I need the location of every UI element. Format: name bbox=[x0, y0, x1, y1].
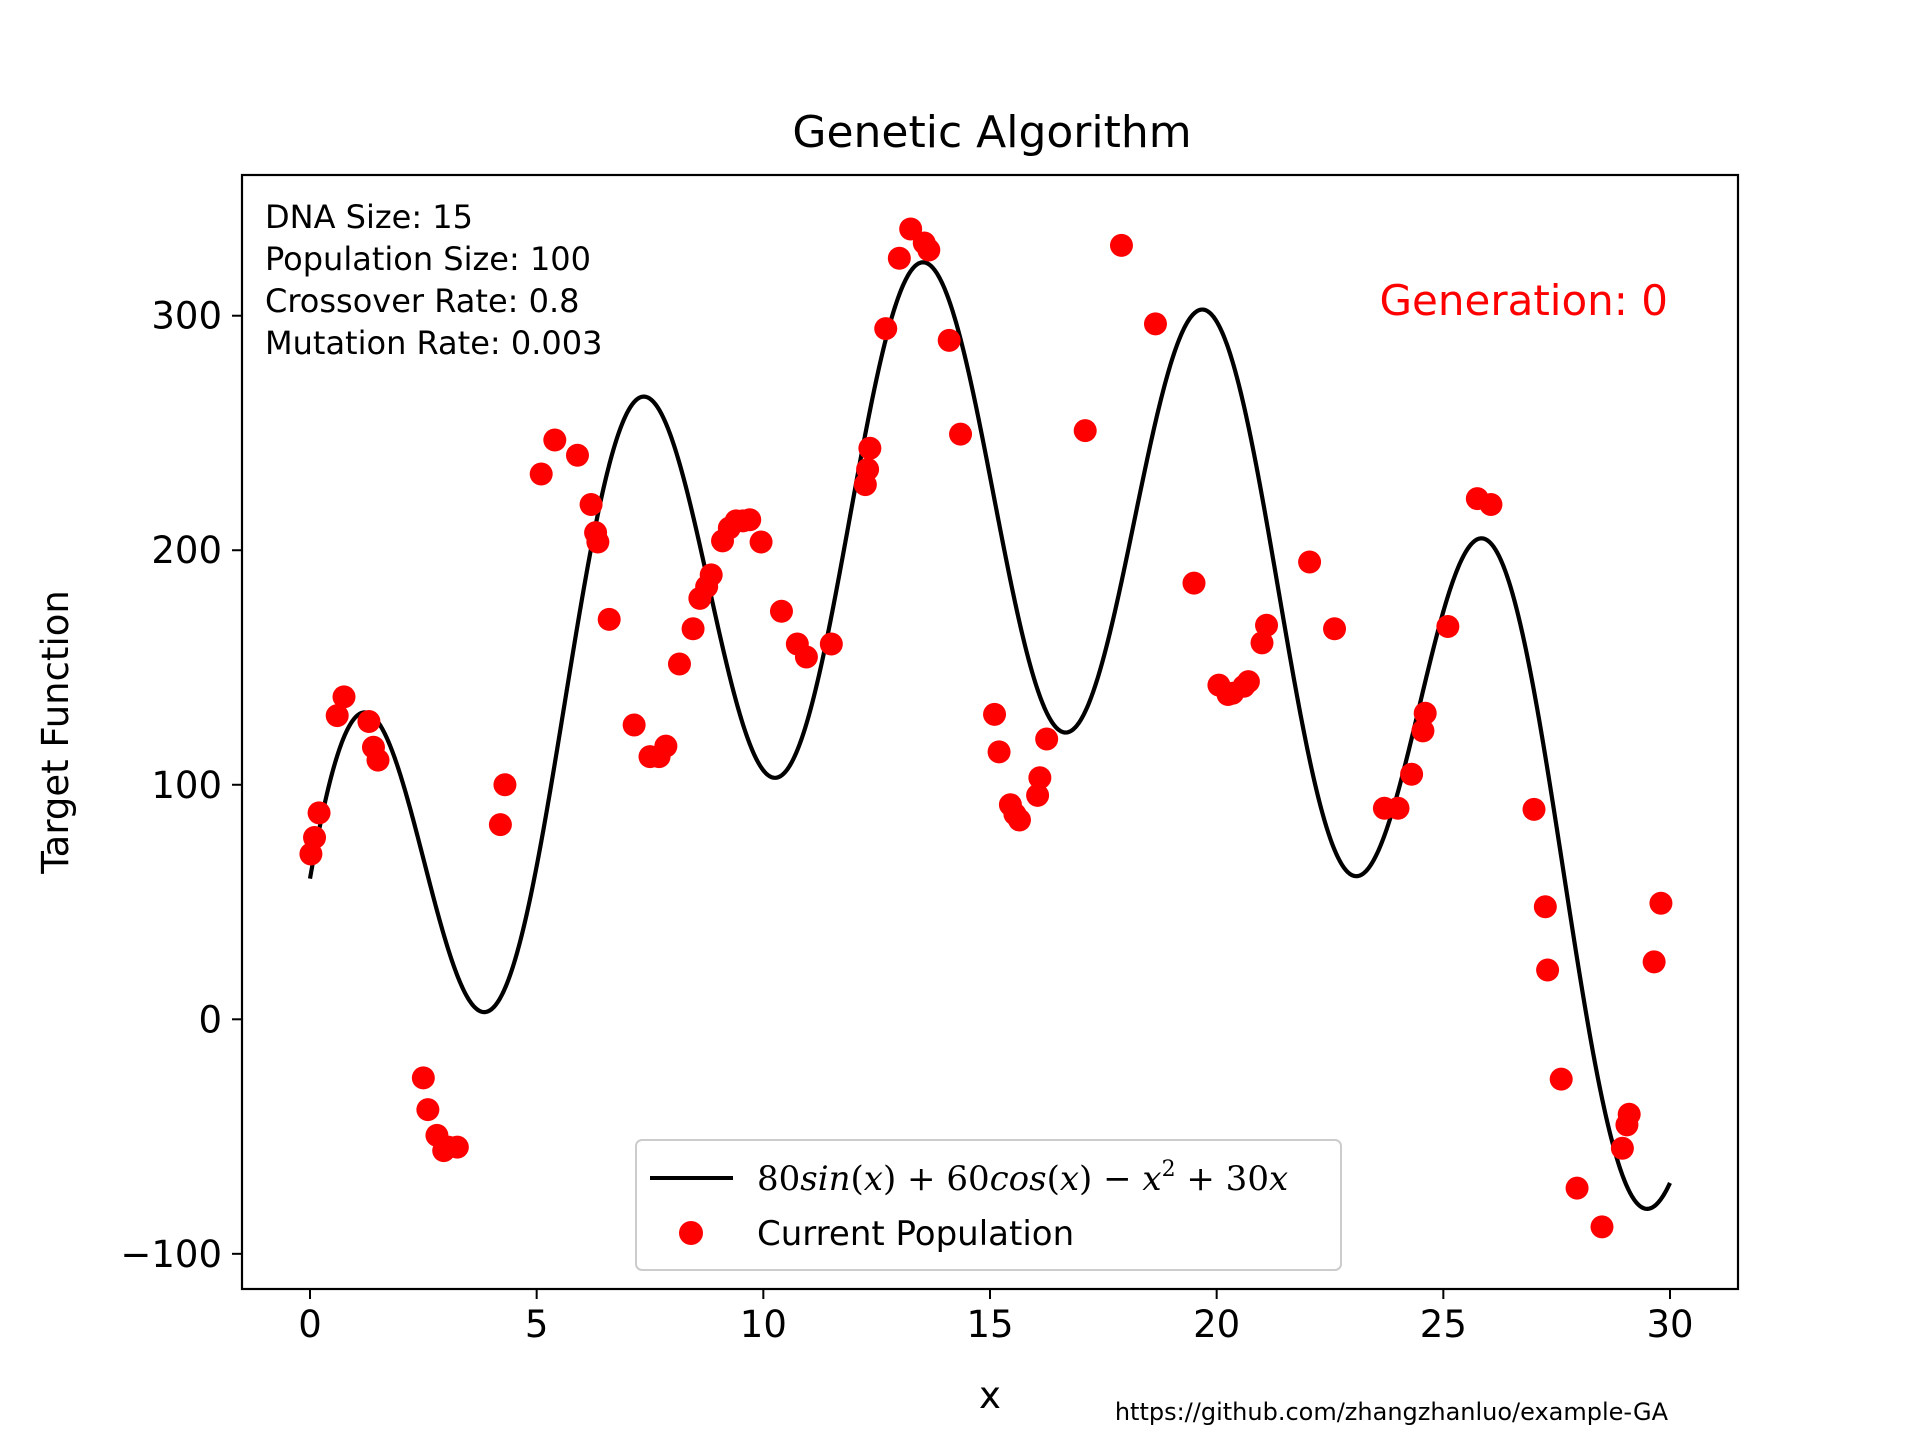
y-axis-ticks: −100 0 100 200 300 bbox=[120, 295, 242, 1276]
population-point bbox=[887, 246, 911, 270]
population-point bbox=[858, 436, 882, 460]
x-tick-label: 20 bbox=[1193, 1303, 1240, 1346]
legend-function-label: 80sin(x) + 60cos(x) − x2 + 30x bbox=[757, 1157, 1288, 1199]
legend: 80sin(x) + 60cos(x) − x2 + 30x Current P… bbox=[635, 1139, 1342, 1271]
population-point bbox=[769, 599, 793, 623]
population-point bbox=[445, 1135, 469, 1159]
info-population-size: Population Size: 100 bbox=[265, 240, 591, 278]
population-point bbox=[1298, 550, 1322, 574]
population-point bbox=[543, 428, 567, 452]
population-point bbox=[1143, 312, 1167, 336]
population-point bbox=[1565, 1176, 1589, 1200]
population-point bbox=[1323, 617, 1347, 641]
population-point bbox=[794, 645, 818, 669]
legend-marker-swatch bbox=[679, 1221, 703, 1245]
population-point bbox=[1436, 614, 1460, 638]
population-point bbox=[1007, 808, 1031, 832]
x-tick-label: 10 bbox=[740, 1303, 787, 1346]
population-point bbox=[579, 493, 603, 517]
info-dna-size: DNA Size: 15 bbox=[265, 198, 473, 236]
population-point bbox=[1386, 796, 1410, 820]
population-point bbox=[529, 462, 553, 486]
population-point bbox=[1182, 571, 1206, 595]
info-box: DNA Size: 15 Population Size: 100 Crosso… bbox=[265, 198, 602, 362]
info-mutation-rate: Mutation Rate: 0.003 bbox=[265, 324, 602, 362]
population-point bbox=[1073, 419, 1097, 443]
population-point bbox=[987, 740, 1011, 764]
generation-label: Generation: 0 bbox=[1379, 276, 1668, 325]
population-point bbox=[493, 773, 517, 797]
y-axis-label: Target Function bbox=[34, 590, 77, 875]
population-point bbox=[622, 713, 646, 737]
function-line bbox=[307, 260, 1672, 1211]
population-point bbox=[488, 813, 512, 837]
population-point bbox=[1255, 613, 1279, 637]
population-point bbox=[1522, 797, 1546, 821]
population-point bbox=[1617, 1102, 1641, 1126]
population-point bbox=[332, 685, 356, 709]
population-point bbox=[303, 826, 327, 850]
population-point bbox=[325, 704, 349, 728]
population-point bbox=[667, 652, 691, 676]
population-point bbox=[1035, 727, 1059, 751]
y-tick-label: 0 bbox=[198, 998, 222, 1041]
population-point bbox=[357, 709, 381, 733]
population-point bbox=[1642, 950, 1666, 974]
x-tick-label: 0 bbox=[298, 1303, 322, 1346]
info-crossover-rate: Crossover Rate: 0.8 bbox=[265, 282, 579, 320]
population-point bbox=[1236, 670, 1260, 694]
legend-box bbox=[635, 1139, 1342, 1271]
y-tick-label: 300 bbox=[151, 295, 222, 338]
population-point bbox=[1479, 493, 1503, 517]
population-point bbox=[738, 508, 762, 532]
population-point bbox=[749, 530, 773, 554]
population-point bbox=[1536, 958, 1560, 982]
population-point bbox=[819, 632, 843, 656]
population-point bbox=[937, 328, 961, 352]
population-point bbox=[949, 422, 973, 446]
population-point bbox=[983, 702, 1007, 726]
population-point bbox=[565, 443, 589, 467]
x-tick-label: 5 bbox=[525, 1303, 549, 1346]
population-point bbox=[699, 563, 723, 587]
population-point bbox=[917, 238, 941, 262]
population-point bbox=[1028, 766, 1052, 790]
population-point bbox=[1109, 233, 1133, 257]
population-point bbox=[1400, 762, 1424, 786]
population-point bbox=[654, 734, 678, 758]
x-axis-label: x bbox=[979, 1374, 1001, 1417]
population-point bbox=[597, 607, 621, 631]
legend-population-label: Current Population bbox=[757, 1214, 1074, 1254]
population-point bbox=[1590, 1215, 1614, 1239]
population-point bbox=[366, 748, 390, 772]
x-tick-label: 15 bbox=[966, 1303, 1013, 1346]
population-point bbox=[416, 1098, 440, 1122]
y-tick-label: 200 bbox=[151, 529, 222, 572]
population-point bbox=[874, 317, 898, 341]
population-point bbox=[1413, 701, 1437, 725]
population-point bbox=[1026, 783, 1050, 807]
population-point bbox=[681, 617, 705, 641]
x-axis-ticks: 0 5 10 15 20 25 30 bbox=[298, 1289, 1694, 1346]
population-point bbox=[1411, 719, 1435, 743]
chart-title: Genetic Algorithm bbox=[792, 107, 1191, 158]
x-tick-label: 25 bbox=[1420, 1303, 1467, 1346]
population-point bbox=[1533, 895, 1557, 919]
population-point bbox=[1649, 891, 1673, 915]
population-point bbox=[1250, 631, 1274, 655]
population-point bbox=[307, 801, 331, 825]
source-link[interactable]: https://github.com/zhangzhanluo/example-… bbox=[1115, 1398, 1669, 1426]
plot-area bbox=[299, 217, 1673, 1239]
population-point bbox=[586, 530, 610, 554]
population-point bbox=[856, 457, 880, 481]
y-tick-label: −100 bbox=[120, 1233, 222, 1276]
population-point bbox=[1549, 1067, 1573, 1091]
x-tick-label: 30 bbox=[1646, 1303, 1693, 1346]
population-point bbox=[1610, 1136, 1634, 1160]
y-tick-label: 100 bbox=[151, 764, 222, 807]
population-point bbox=[411, 1066, 435, 1090]
